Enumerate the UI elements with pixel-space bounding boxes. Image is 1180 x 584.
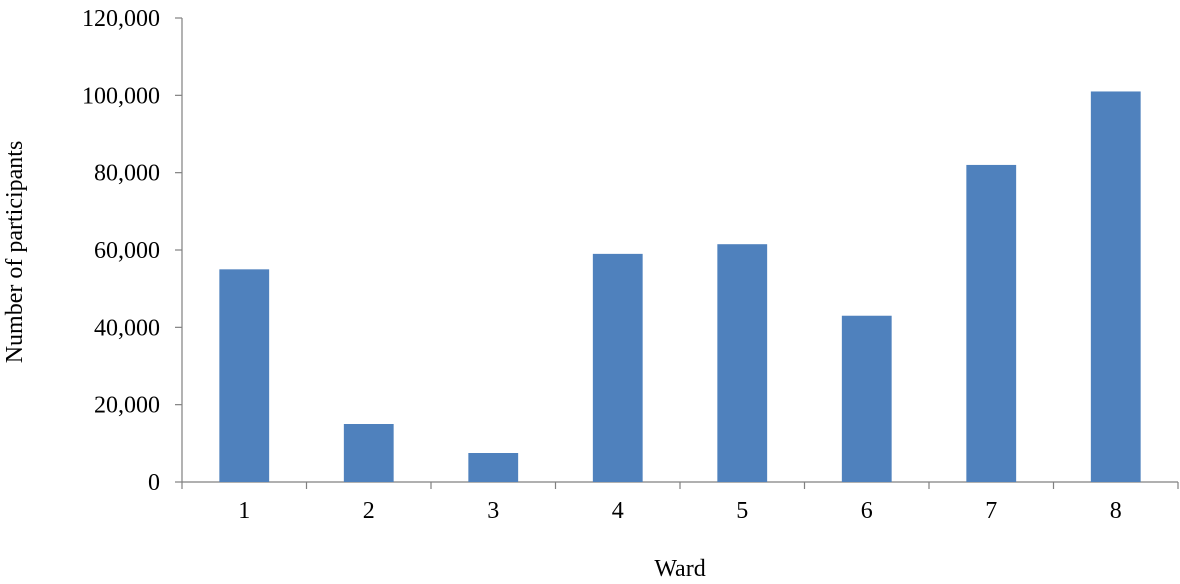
- bar-ward-7: [966, 164, 1017, 482]
- x-axis: 1 2 3 4 5 6 7 8: [181, 481, 1179, 524]
- y-axis-title: Number of participants: [2, 141, 28, 364]
- x-tick-label: 7: [985, 498, 997, 524]
- y-tick-label: 0: [148, 470, 160, 496]
- y-tick-label: 100,000: [82, 83, 160, 109]
- y-tick-label: 20,000: [94, 393, 160, 419]
- y-tick-label: 40,000: [94, 315, 160, 341]
- bar-ward-4: [592, 253, 643, 482]
- x-tick-label: 2: [363, 498, 375, 524]
- x-tick-label: 3: [487, 498, 499, 524]
- y-axis: 0 20,000 40,000 60,000 80,000 100,000 120,000: [82, 6, 183, 496]
- bar-ward-8: [1090, 91, 1141, 482]
- bar-ward-2: [343, 424, 394, 482]
- x-tick-label: 5: [736, 498, 748, 524]
- x-tick-label: 6: [861, 498, 873, 524]
- bars: [219, 91, 1141, 482]
- x-tick-label: 4: [612, 498, 624, 524]
- x-axis-title: Ward: [654, 556, 705, 582]
- x-tick-label: 8: [1110, 498, 1122, 524]
- y-tick-label: 80,000: [94, 161, 160, 187]
- y-tick-label: 60,000: [94, 238, 160, 264]
- y-tick-label: 120,000: [82, 6, 160, 32]
- x-tick-label: 1: [238, 498, 250, 524]
- bar-ward-5: [717, 244, 768, 482]
- bar-ward-6: [841, 315, 892, 482]
- bar-ward-3: [468, 453, 519, 482]
- bar-ward-1: [219, 269, 270, 482]
